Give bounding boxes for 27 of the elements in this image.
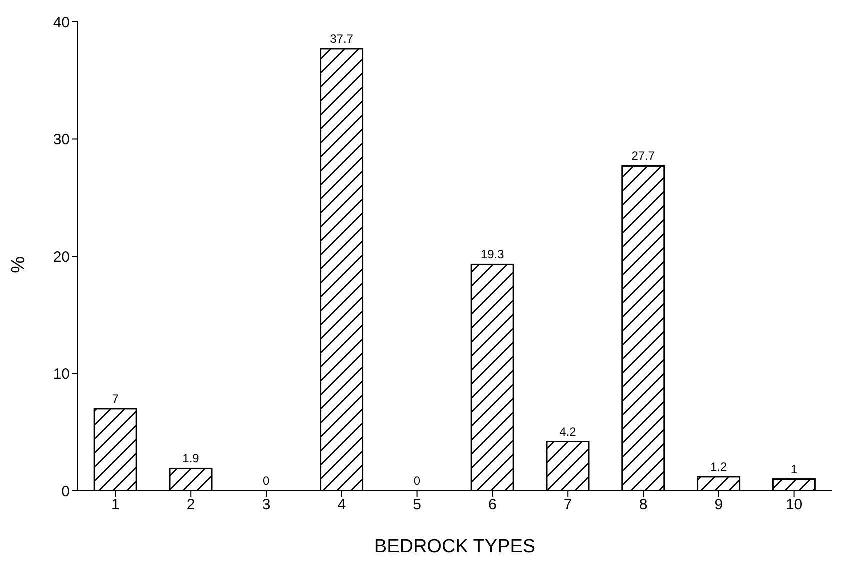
x-tick-label: 6: [488, 496, 497, 514]
data-label: 27.7: [632, 149, 656, 164]
data-label: 37.7: [330, 32, 354, 46]
data-label: 1: [790, 462, 798, 476]
x-tick-label: 9: [714, 496, 724, 514]
x-tick-label: 2: [186, 496, 196, 514]
x-tick-label: 5: [413, 496, 422, 514]
y-tick-label: 40: [53, 14, 70, 32]
data-label: 0: [263, 474, 270, 488]
x-tick-label: 1: [112, 496, 120, 514]
x-tick-label: 8: [639, 496, 648, 514]
x-axis-title: BEDROCK TYPES: [374, 536, 536, 558]
x-tick-label: 3: [262, 496, 271, 514]
y-tick-label: 20: [53, 248, 70, 266]
y-tick-label: 0: [62, 483, 70, 500]
data-label: 1.9: [182, 452, 200, 466]
x-tick-label: 7: [564, 496, 572, 514]
x-tick-label: 4: [338, 496, 346, 514]
data-label: 1.2: [710, 460, 728, 474]
data-label: 4.2: [560, 424, 577, 439]
y-tick-label: 10: [53, 366, 70, 384]
data-label: 7: [112, 392, 120, 406]
y-tick-label: 30: [53, 132, 70, 149]
y-axis-title: %: [8, 256, 30, 274]
data-label: 19.3: [480, 248, 505, 262]
data-label: 0: [414, 474, 421, 488]
x-tick-label: 10: [786, 496, 803, 514]
